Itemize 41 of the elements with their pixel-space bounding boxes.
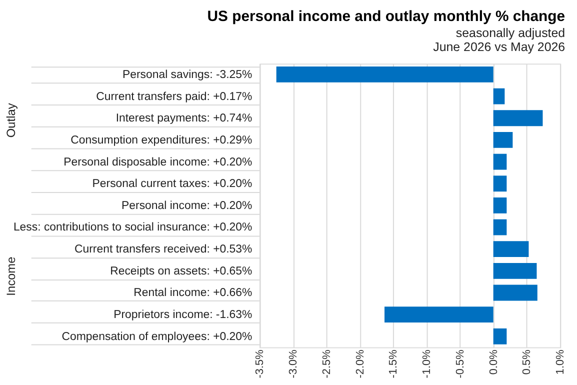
x-tick-label: -2.0% <box>354 349 366 378</box>
y-tick-label: Personal savings: -3.25% <box>122 68 252 81</box>
chart-title: US personal income and outlay monthly % change <box>207 8 566 25</box>
bar <box>384 306 494 323</box>
y-tick-label: Consumption expenditures: +0.29% <box>70 134 252 146</box>
y-tick-label: Current transfers paid: +0.17% <box>96 90 252 103</box>
x-tick-label: -3.0% <box>288 349 300 378</box>
text: Income <box>4 256 18 296</box>
x-tick-label: -0.5% <box>454 349 466 378</box>
bar <box>493 262 537 279</box>
bar <box>493 284 538 301</box>
x-tick-label: 0.0% <box>488 349 500 375</box>
text: June 2026 vs May 2026 <box>433 40 566 54</box>
text: seasonally adjusted <box>456 26 566 40</box>
y-tick-label: Compensation of employees: +0.20% <box>62 330 252 343</box>
y-tick-label: Receipts on assets: +0.65% <box>110 265 252 278</box>
y-tick-label: Current transfers received: +0.53% <box>74 244 252 256</box>
bar <box>493 110 543 126</box>
y-tick-label: Proprietors income: -1.63% <box>114 309 252 322</box>
x-tick-label: -1.5% <box>388 349 400 378</box>
bar <box>276 66 494 82</box>
bar <box>493 176 507 192</box>
bar <box>493 197 507 214</box>
x-tick-label: 0.5% <box>521 349 534 375</box>
bar <box>493 154 507 170</box>
y-tick-label: Personal income: +0.20% <box>122 200 252 212</box>
bar <box>493 132 513 148</box>
text: Outlay <box>4 103 18 138</box>
x-tick-label: -2.5% <box>320 349 333 378</box>
x-tick-label: 1.0% <box>554 349 567 375</box>
y-tick-label: Personal disposable income: +0.20% <box>64 156 252 168</box>
y-tick-label: Interest payments: +0.74% <box>116 112 252 125</box>
bar <box>493 88 505 104</box>
x-tick-label: -3.5% <box>254 349 266 378</box>
bar <box>493 328 507 344</box>
bar <box>493 219 507 236</box>
y-tick-label: Less: contributions to social insurance: +0.20% <box>13 222 252 234</box>
bar <box>493 241 529 258</box>
y-tick-label: Rental income: +0.66% <box>134 287 252 300</box>
y-tick-label: Personal current taxes: +0.20% <box>92 178 252 190</box>
x-tick-label: -1.0% <box>421 349 434 378</box>
